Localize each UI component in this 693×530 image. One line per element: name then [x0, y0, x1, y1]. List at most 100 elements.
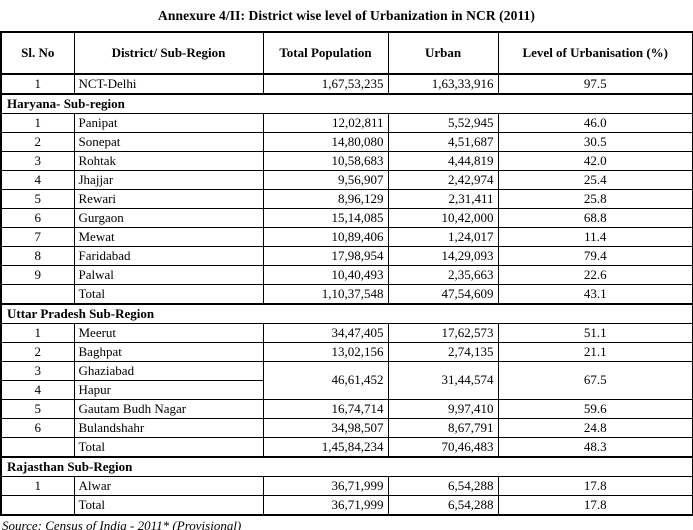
cell-urban: 10,42,000 — [387, 208, 499, 228]
cell-total-population: 17,98,954 — [262, 246, 389, 266]
cell-sl-no: 3 — [0, 151, 75, 171]
cell-urban: 6,54,288 — [387, 495, 499, 516]
total-row: Total 1,45,84,234 70,46,483 48.3 — [0, 437, 693, 458]
cell-total-population: 8,96,129 — [262, 189, 389, 209]
cell-sl-no: 5 — [0, 399, 75, 419]
cell-sl-no: 8 — [0, 246, 75, 266]
cell-urban: 6,54,288 — [387, 476, 499, 496]
cell-urban: 1,24,017 — [387, 227, 499, 247]
total-row: Total 1,10,37,548 47,54,609 43.1 — [0, 284, 693, 305]
cell-district: Total — [73, 284, 264, 305]
cell-district: Palwal — [73, 265, 264, 285]
cell-sl-no: 3 — [0, 361, 75, 381]
cell-urban: 5,52,945 — [387, 113, 499, 133]
cell-urban: 2,31,411 — [387, 189, 499, 209]
cell-urbanisation-level: 46.0 — [497, 113, 693, 133]
cell-urban: 9,97,410 — [387, 399, 499, 419]
cell-urban: 2,74,135 — [387, 342, 499, 362]
cell-sl-no: 9 — [0, 265, 75, 285]
table-row: 2 Baghpat 13,02,156 2,74,135 21.1 — [0, 342, 693, 362]
cell-district: Bulandshahr — [73, 418, 264, 438]
source-note: Source: Census of India - 2011* (Provisi… — [2, 518, 242, 530]
header-row: Sl. No District/ Sub-Region Total Popula… — [0, 31, 693, 75]
cell-total-population: 10,40,493 — [262, 265, 389, 285]
section-header-row: Rajasthan Sub-Region — [0, 456, 693, 477]
cell-urban: 1,63,33,916 — [387, 73, 499, 95]
cell-sl-no: 1 — [0, 113, 75, 133]
cell-district: Baghpat — [73, 342, 264, 362]
col-header-total-population: Total Population — [262, 31, 389, 75]
cell-urban: 17,62,573 — [387, 323, 499, 343]
cell-sl-no — [0, 284, 75, 305]
cell-sl-no: 4 — [0, 170, 75, 190]
table-row: 6 Gurgaon 15,14,085 10,42,000 68.8 — [0, 208, 693, 228]
cell-total-population: 14,80,080 — [262, 132, 389, 152]
cell-urban: 2,42,974 — [387, 170, 499, 190]
table-row: 3 Rohtak 10,58,683 4,44,819 42.0 — [0, 151, 693, 171]
cell-district: Gautam Budh Nagar — [73, 399, 264, 419]
cell-district: Meerut — [73, 323, 264, 343]
col-header-urbanisation-level: Level of Urbanisation (%) — [497, 31, 693, 75]
table-row: 2 Sonepat 14,80,080 4,51,687 30.5 — [0, 132, 693, 152]
cell-urban: 70,46,483 — [387, 437, 499, 458]
table-row: 5 Rewari 8,96,129 2,31,411 25.8 — [0, 189, 693, 209]
cell-total-population: 16,74,714 — [262, 399, 389, 419]
cell-sl-no: 5 — [0, 189, 75, 209]
table-row: 7 Mewat 10,89,406 1,24,017 11.4 — [0, 227, 693, 247]
urbanization-table: Sl. No District/ Sub-Region Total Popula… — [0, 31, 693, 516]
cell-total-population: 1,10,37,548 — [262, 284, 389, 305]
table-row: 1 Meerut 34,47,405 17,62,573 51.1 — [0, 323, 693, 343]
cell-sl-no: 1 — [0, 73, 75, 95]
col-header-sl-no: Sl. No — [0, 31, 75, 75]
cell-urbanisation-level: 42.0 — [497, 151, 693, 171]
table-row: 8 Faridabad 17,98,954 14,29,093 79.4 — [0, 246, 693, 266]
cell-urbanisation-level: 21.1 — [497, 342, 693, 362]
section-header-row: Haryana- Sub-region — [0, 93, 693, 114]
cell-urban: 4,51,687 — [387, 132, 499, 152]
cell-total-population: 10,89,406 — [262, 227, 389, 247]
cell-total-population: 46,61,452 — [262, 361, 389, 400]
cell-urbanisation-level: 25.8 — [497, 189, 693, 209]
cell-total-population: 9,56,907 — [262, 170, 389, 190]
table-row: 6 Bulandshahr 34,98,507 8,67,791 24.8 — [0, 418, 693, 438]
cell-district: Total — [73, 495, 264, 516]
cell-sl-no — [0, 437, 75, 458]
cell-district: Panipat — [73, 113, 264, 133]
cell-urbanisation-level: 22.6 — [497, 265, 693, 285]
cell-urbanisation-level: 43.1 — [497, 284, 693, 305]
cell-district: Gurgaon — [73, 208, 264, 228]
cell-total-population: 1,67,53,235 — [262, 73, 389, 95]
cell-urbanisation-level: 30.5 — [497, 132, 693, 152]
cell-urban: 14,29,093 — [387, 246, 499, 266]
cell-district: Jhajjar — [73, 170, 264, 190]
cell-total-population: 10,58,683 — [262, 151, 389, 171]
cell-total-population: 34,47,405 — [262, 323, 389, 343]
col-header-urban: Urban — [387, 31, 499, 75]
table-body: 1 NCT-Delhi 1,67,53,235 1,63,33,916 97.5 Hary… — [0, 73, 693, 516]
cell-urban: 8,67,791 — [387, 418, 499, 438]
table-header: Sl. No District/ Sub-Region Total Popula… — [0, 31, 693, 75]
cell-sl-no: 1 — [0, 476, 75, 496]
cell-sl-no: 2 — [0, 342, 75, 362]
cell-district: Mewat — [73, 227, 264, 247]
table-row: 1 Alwar 36,71,999 6,54,288 17.8 — [0, 476, 693, 496]
cell-urbanisation-level: 59.6 — [497, 399, 693, 419]
cell-total-population: 36,71,999 — [262, 495, 389, 516]
cell-urban: 2,35,663 — [387, 265, 499, 285]
cell-urbanisation-level: 11.4 — [497, 227, 693, 247]
cell-sl-no: 4 — [0, 380, 75, 400]
cell-urbanisation-level: 17.8 — [497, 495, 693, 516]
cell-district: Rohtak — [73, 151, 264, 171]
cell-urbanisation-level: 24.8 — [497, 418, 693, 438]
cell-total-population: 12,02,811 — [262, 113, 389, 133]
table-row: 5 Gautam Budh Nagar 16,74,714 9,97,410 59.6 — [0, 399, 693, 419]
cell-district: NCT-Delhi — [73, 73, 264, 95]
table-row: 1 Panipat 12,02,811 5,52,945 46.0 — [0, 113, 693, 133]
cell-district: Alwar — [73, 476, 264, 496]
cell-urbanisation-level: 17.8 — [497, 476, 693, 496]
table-row: 4 Jhajjar 9,56,907 2,42,974 25.4 — [0, 170, 693, 190]
cell-urbanisation-level: 67.5 — [497, 361, 693, 400]
cell-urban: 31,44,574 — [387, 361, 499, 400]
total-row: Total 36,71,999 6,54,288 17.8 — [0, 495, 693, 516]
